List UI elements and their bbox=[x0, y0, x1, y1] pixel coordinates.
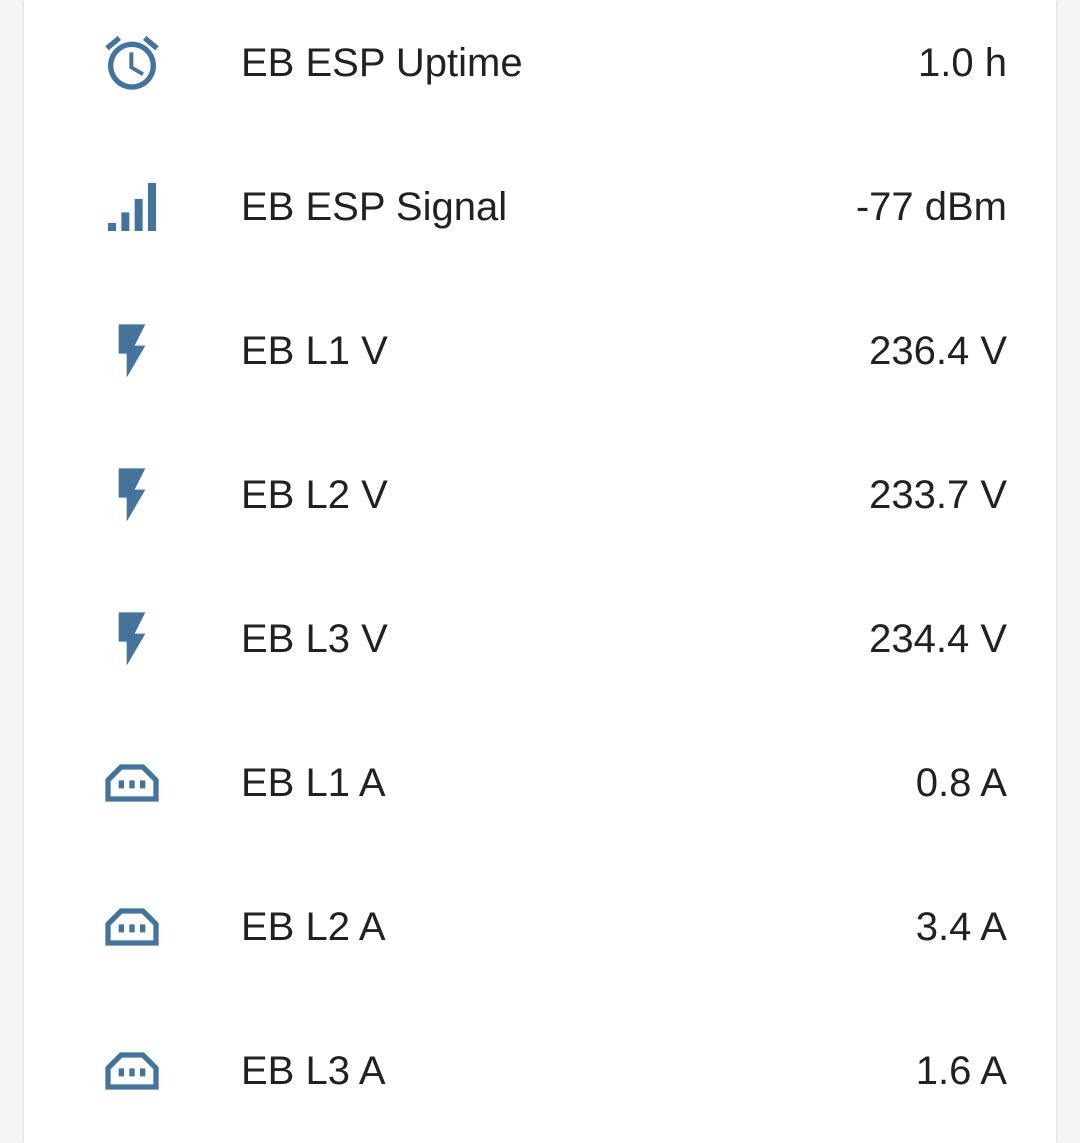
entity-name: EB ESP Signal bbox=[241, 185, 508, 229]
timer-icon bbox=[100, 31, 164, 95]
power-socket-icon bbox=[100, 751, 164, 815]
entity-state: 236.4 V bbox=[869, 329, 1007, 373]
entity-name: EB L1 A bbox=[241, 761, 386, 805]
entity-row-l3-current[interactable]: EB L3 A 1.6 A bbox=[24, 999, 1056, 1143]
power-socket-icon bbox=[100, 895, 164, 959]
flash-icon bbox=[100, 607, 164, 671]
entities-card: EB ESP Uptime 1.0 h EB ESP Signal -77 dB… bbox=[24, 0, 1056, 1143]
signal-icon bbox=[100, 175, 164, 239]
entity-state: 1.6 A bbox=[915, 1049, 1007, 1093]
entity-state: -77 dBm bbox=[855, 185, 1007, 229]
entity-name: EB L1 V bbox=[241, 329, 388, 373]
entity-row-esp-uptime[interactable]: EB ESP Uptime 1.0 h bbox=[24, 0, 1056, 135]
entity-state: 1.0 h bbox=[918, 41, 1007, 85]
flash-icon bbox=[100, 463, 164, 527]
entity-state: 234.4 V bbox=[869, 617, 1007, 661]
entity-state: 233.7 V bbox=[869, 473, 1007, 517]
entity-row-l1-voltage[interactable]: EB L1 V 236.4 V bbox=[24, 279, 1056, 423]
entity-row-l2-current[interactable]: EB L2 A 3.4 A bbox=[24, 855, 1056, 999]
entity-row-l2-voltage[interactable]: EB L2 V 233.7 V bbox=[24, 423, 1056, 567]
entity-name: EB L2 A bbox=[241, 905, 386, 949]
power-socket-icon bbox=[100, 1039, 164, 1103]
entity-row-l3-voltage[interactable]: EB L3 V 234.4 V bbox=[24, 567, 1056, 711]
entity-name: EB ESP Uptime bbox=[241, 41, 523, 85]
entity-name: EB L3 A bbox=[241, 1049, 386, 1093]
entity-name: EB L3 V bbox=[241, 617, 388, 661]
flash-icon bbox=[100, 319, 164, 383]
entity-row-l1-current[interactable]: EB L1 A 0.8 A bbox=[24, 711, 1056, 855]
entity-row-esp-signal[interactable]: EB ESP Signal -77 dBm bbox=[24, 135, 1056, 279]
entity-name: EB L2 V bbox=[241, 473, 388, 517]
entity-state: 3.4 A bbox=[915, 905, 1007, 949]
entity-state: 0.8 A bbox=[915, 761, 1007, 805]
